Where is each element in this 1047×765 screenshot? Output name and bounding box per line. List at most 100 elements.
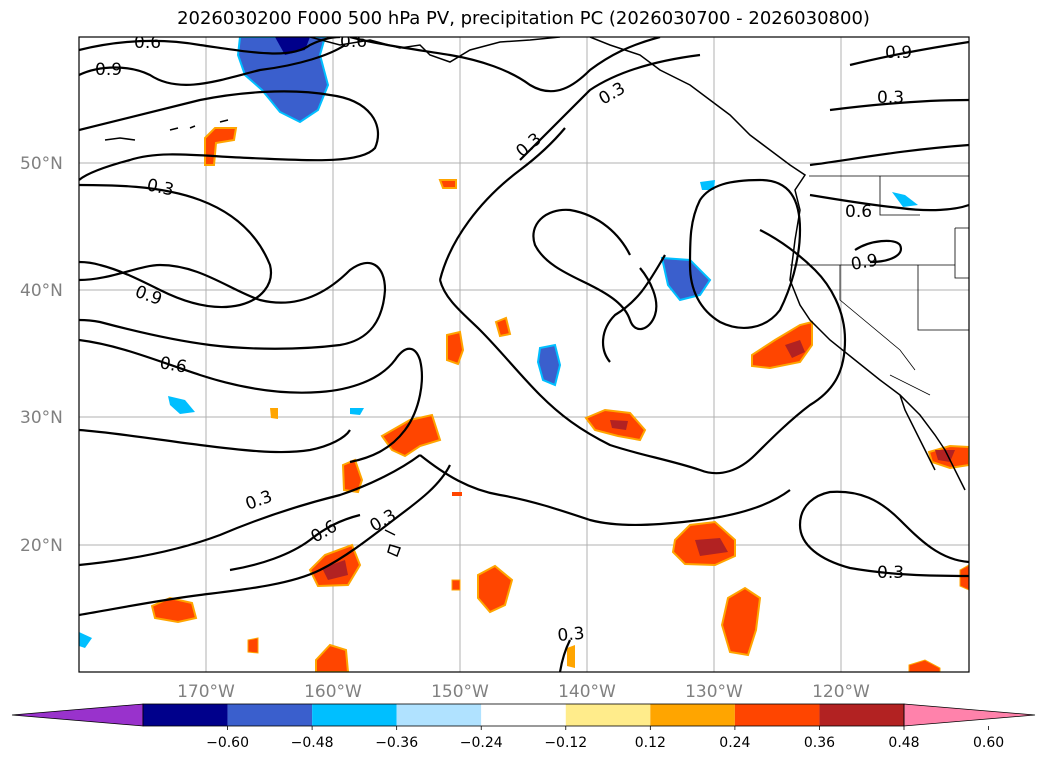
pv-contour-0.3-north	[79, 90, 380, 181]
precip-core-hawaii-west	[322, 560, 348, 580]
precip-blob-south-east	[720, 586, 762, 657]
coast-hawaii	[384, 529, 401, 558]
contour-label: 0.6	[158, 353, 188, 377]
gridlines	[79, 37, 969, 672]
colorbar-extend-low	[11, 703, 144, 727]
colorbar-tick-label: 0.24	[719, 735, 750, 751]
precip-blob-central	[536, 343, 562, 387]
pv-contour-0.3-loop	[79, 183, 273, 309]
coastlines	[104, 37, 966, 558]
precip-core-hawaii-east	[695, 538, 728, 556]
lat-label: 40°N	[20, 281, 63, 301]
pv-contour-0.6-e	[809, 193, 969, 212]
precip-blob-sw-corner	[79, 632, 92, 648]
pv-contour-0.3-s-edge	[558, 639, 571, 672]
pv-contour-0.3-north-central	[519, 53, 701, 161]
precip-blob-west-1	[168, 396, 195, 414]
coast-aleutians	[104, 119, 229, 141]
colorbar-segment	[143, 704, 228, 726]
pv-contour-0.3-se	[798, 490, 969, 578]
colorbar-tick-label: −0.24	[460, 735, 503, 751]
pv-contour-0.3-central-west	[438, 127, 566, 281]
pv-contour-0.3-s	[419, 454, 791, 527]
precip-blob-n-central	[438, 179, 457, 189]
border-utah	[954, 227, 969, 279]
precip-negative	[79, 37, 918, 648]
coast-baja	[899, 394, 936, 471]
colorbar-tick-label: 0.60	[973, 735, 1004, 751]
colorbar-segment	[650, 704, 735, 726]
longitude-labels: 170°W 160°W 150°W 140°W 130°W 120°W	[177, 682, 870, 702]
precip-blob-subtropic-2	[380, 413, 442, 458]
contour-label: 0.3	[877, 563, 904, 583]
lon-label: 140°W	[558, 682, 616, 702]
latitude-labels: 50°N 40°N 30°N 20°N	[20, 154, 63, 556]
border-nv-az	[917, 265, 969, 331]
colorbar-tick-label: 0.12	[635, 735, 666, 751]
lat-label: 20°N	[20, 536, 63, 556]
pv-contour-0.9-ne	[849, 40, 969, 67]
contour-label: 0.9	[885, 43, 912, 63]
pv-contour-loop-east	[688, 178, 802, 329]
contour-labels: 0.6 0.9 0.6 0.3 0.9 0.3 0.3 0.3 0.9 0.6 …	[95, 32, 912, 646]
pv-contour-0.6-sw-inner	[229, 513, 361, 572]
map-title: 2026030200 F000 500 hPa PV, precipitatio…	[177, 8, 870, 29]
pv-contour-0.3-central	[438, 229, 847, 475]
precip-blob-central-2	[494, 316, 512, 338]
colorbar-segment	[312, 704, 397, 726]
pv-contour-0.3-mid	[79, 428, 351, 454]
colorbar-segment	[565, 704, 651, 726]
precip-core-california	[785, 340, 805, 358]
map-frame	[78, 36, 970, 673]
coast-alaska-south	[309, 37, 561, 63]
precip-blob-gulf-alaska	[236, 37, 330, 124]
colorbar-segment	[396, 704, 482, 726]
colorbar-tick-label: −0.60	[206, 735, 249, 751]
precip-positive	[150, 127, 969, 672]
precip-blob-west-2	[350, 408, 364, 415]
precip-blob-s-mid-2	[451, 579, 461, 591]
precip-blob-tiny-1	[452, 492, 462, 496]
colorbar-tick-label: 0.36	[804, 735, 835, 751]
colorbar-outline	[142, 703, 905, 727]
precip-blob-s-mid	[567, 645, 575, 668]
colorbar: −0.60 −0.48 −0.36 −0.24 −0.12 0.12 0.24 0.36 0.4…	[11, 703, 1036, 751]
precip-blob-nw-coast	[700, 180, 715, 190]
pv-contour-0.9-north	[79, 44, 346, 86]
lon-label: 160°W	[304, 682, 362, 702]
colorbar-segment	[819, 704, 904, 726]
colorbar-tick-label: 0.48	[888, 735, 919, 751]
precip-blob-subtropic-4	[270, 408, 278, 419]
border-us-mexico	[889, 374, 931, 396]
contour-label: 0.9	[95, 60, 122, 80]
precip-blob-e-edge	[959, 564, 969, 591]
pv-contour-0.3-ne	[809, 143, 969, 167]
contour-label: 0.9	[849, 251, 879, 275]
colorbar-segment	[227, 704, 313, 726]
map-background	[79, 37, 969, 672]
precip-blob-south-central	[477, 564, 514, 614]
lon-label: 170°W	[177, 682, 235, 702]
colorbar-segment	[481, 704, 566, 726]
pv-contour-0.6-sw	[79, 464, 451, 617]
borders	[790, 175, 969, 396]
pv-contour-0.9-mid	[79, 261, 387, 350]
contour-label: 0.6	[845, 202, 872, 222]
precip-blob-central-1	[446, 330, 465, 366]
lon-label: 120°W	[812, 682, 870, 702]
contour-label: 0.6	[340, 32, 367, 52]
precip-blob-south-edge	[315, 643, 350, 672]
colorbar-segment	[734, 704, 820, 726]
lat-label: 30°N	[20, 408, 63, 428]
colorbar-tick-label: −0.36	[375, 735, 418, 751]
border-idaho	[879, 176, 920, 216]
colorbar-tick-label: −0.48	[291, 735, 334, 751]
lat-label: 50°N	[20, 154, 63, 174]
contour-label: 0.3	[557, 624, 586, 646]
precip-blob-se-edge	[908, 659, 941, 672]
contour-label: 0.3	[877, 88, 904, 108]
pv-contour-0.6-mid	[79, 338, 423, 464]
pv-contours	[79, 37, 969, 672]
pv-contour-central-south	[602, 254, 666, 363]
pv-contour-0.6-north-central	[349, 37, 661, 93]
